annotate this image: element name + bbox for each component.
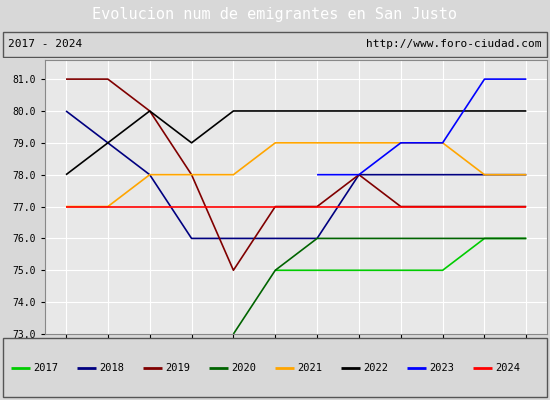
Text: 2024: 2024: [495, 362, 520, 373]
Text: 2019: 2019: [165, 362, 190, 373]
Text: 2021: 2021: [297, 362, 322, 373]
Text: 2022: 2022: [363, 362, 388, 373]
Text: 2017: 2017: [33, 362, 58, 373]
Text: 2017 - 2024: 2017 - 2024: [8, 39, 82, 49]
Text: 2018: 2018: [99, 362, 124, 373]
FancyBboxPatch shape: [3, 338, 547, 397]
Text: http://www.foro-ciudad.com: http://www.foro-ciudad.com: [366, 39, 542, 49]
FancyBboxPatch shape: [3, 32, 547, 57]
Text: Evolucion num de emigrantes en San Justo: Evolucion num de emigrantes en San Justo: [92, 8, 458, 22]
Text: 2023: 2023: [429, 362, 454, 373]
Text: 2020: 2020: [231, 362, 256, 373]
